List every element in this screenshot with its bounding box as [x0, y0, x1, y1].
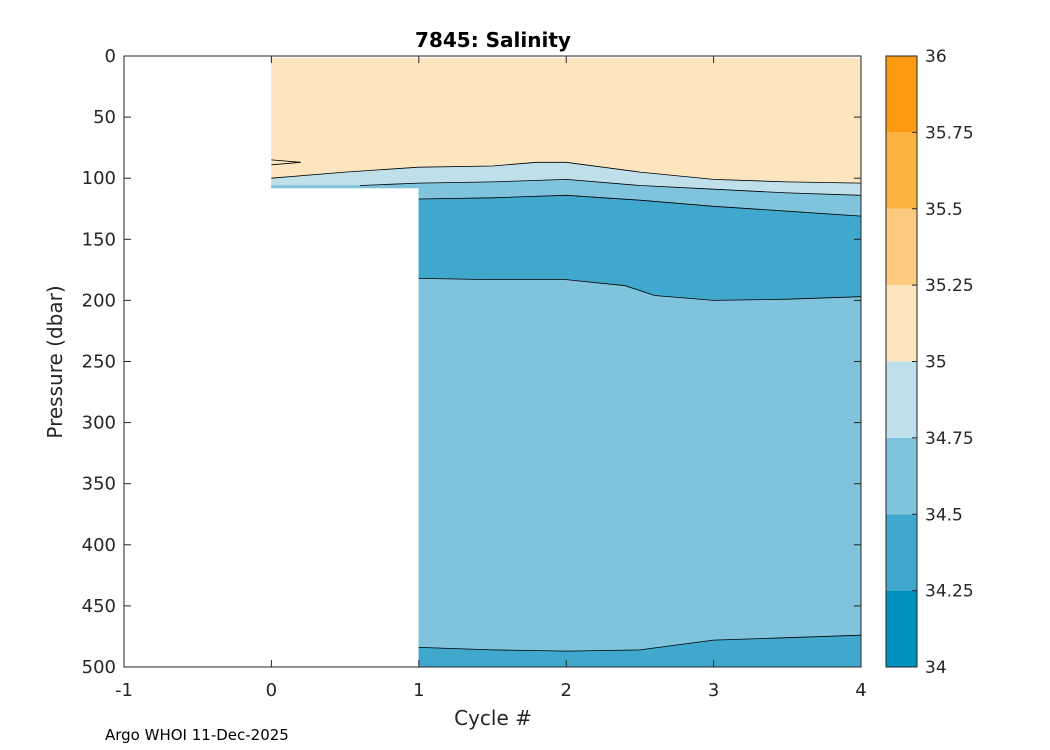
y-tick-label: 300 — [82, 413, 116, 434]
colorbar-swatch — [886, 56, 917, 133]
colorbar-tick-label: 34.5 — [925, 505, 963, 525]
footer-credit: Argo WHOI 11-Dec-2025 — [105, 726, 289, 744]
x-tick-label: 0 — [266, 680, 277, 701]
contour-lines — [271, 159, 862, 652]
colorbar-swatch — [886, 437, 917, 515]
y-tick-label: 0 — [105, 46, 116, 67]
colorbar-tick-label: 34 — [925, 658, 947, 678]
colorbar-tick-label: 35.5 — [925, 200, 963, 220]
colorbar-swatches — [886, 56, 917, 667]
x-tick-label: -1 — [115, 680, 133, 701]
colorbar: 34 34.25 34.5 34.75 35 35.25 35.5 35.75 36 — [885, 47, 974, 678]
contour-line-3 — [418, 278, 862, 301]
y-axis-label: Pressure (dbar) — [43, 285, 67, 438]
colorbar-swatch — [886, 361, 917, 438]
y-axis-ticks: 0 50 100 150 200 250 300 350 400 450 500 — [82, 46, 861, 678]
y-tick-label: 450 — [82, 596, 116, 617]
colorbar-tick-label: 35.75 — [925, 123, 974, 143]
colorbar-swatch — [886, 208, 917, 286]
contour-band-4 — [418, 278, 862, 652]
chart-title: 7845: Salinity — [415, 28, 571, 52]
contour-line-small — [271, 159, 301, 166]
colorbar-tick-label: 35.25 — [925, 276, 974, 296]
colorbar-ticks: 34 34.25 34.5 34.75 35 35.25 35.5 35.75 36 — [912, 47, 974, 678]
colorbar-tick-label: 35 — [925, 353, 947, 373]
y-tick-label: 250 — [82, 352, 116, 373]
colorbar-tick-label: 34.75 — [925, 429, 974, 449]
contour-line-0 — [271, 161, 862, 184]
x-axis-ticks: -1 0 1 2 3 4 — [115, 56, 867, 701]
colorbar-tick-label: 34.25 — [925, 582, 974, 602]
y-tick-label: 200 — [82, 290, 116, 311]
x-tick-label: 4 — [855, 680, 866, 701]
y-tick-label: 100 — [82, 168, 116, 189]
x-tick-label: 1 — [413, 680, 424, 701]
y-tick-label: 400 — [82, 535, 116, 556]
colorbar-swatch — [886, 285, 917, 362]
x-tick-label: 2 — [560, 680, 571, 701]
colorbar-swatch — [886, 514, 917, 591]
contour-line-4 — [418, 634, 862, 652]
y-tick-label: 350 — [82, 474, 116, 495]
x-axis-label: Cycle # — [454, 706, 532, 730]
colorbar-tick-label: 36 — [925, 47, 947, 67]
plot-area: -1 0 1 2 3 4 0 50 100 150 200 250 300 350 400 450 500 — [82, 46, 867, 701]
colorbar-swatch — [886, 132, 917, 209]
contour-line-2 — [418, 194, 862, 217]
y-tick-label: 500 — [82, 657, 116, 678]
y-tick-label: 150 — [82, 229, 116, 250]
x-tick-label: 3 — [708, 680, 719, 701]
contour-bands — [271, 58, 862, 668]
y-tick-label: 50 — [93, 107, 116, 128]
colorbar-swatch — [886, 590, 917, 667]
contour-line-1 — [359, 178, 862, 196]
